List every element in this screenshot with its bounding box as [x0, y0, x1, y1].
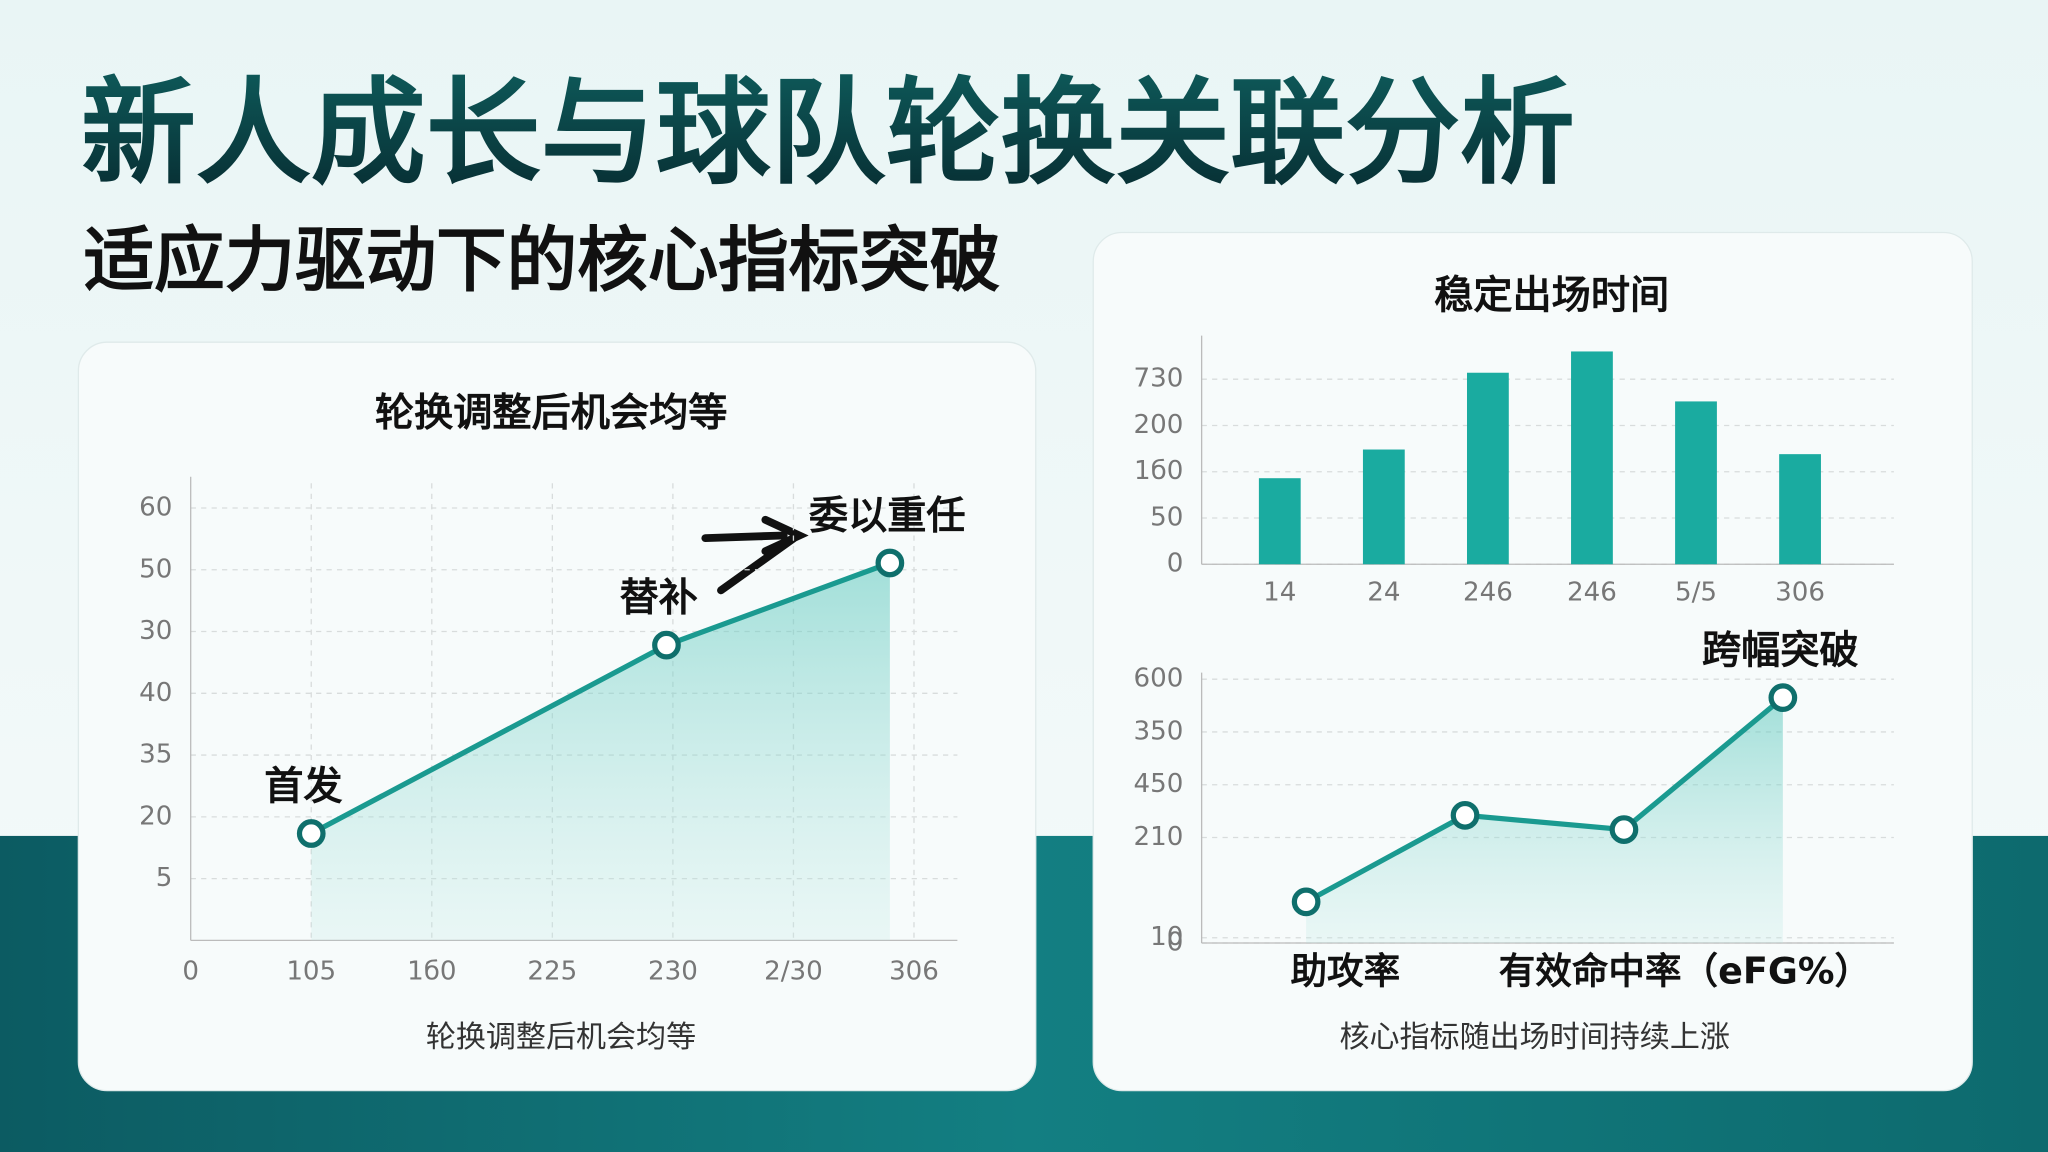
x-tick-label: 306: [1775, 577, 1825, 607]
x-tick-label: 0: [182, 956, 199, 986]
bar: [1362, 449, 1405, 565]
y-tick-label: 20: [139, 801, 172, 831]
y-tick-label: 30: [139, 616, 172, 646]
arrow-icon: [701, 515, 809, 595]
x-tick-label: 2/30: [764, 956, 823, 986]
main-title: 新人成长与球队轮换关联分析: [81, 66, 1575, 200]
bar: [1779, 454, 1821, 565]
point: [1609, 815, 1639, 844]
point: [875, 548, 905, 578]
bar: [1571, 351, 1613, 565]
chart-title: 核心指标随出场时间持续上涨: [1339, 1020, 1729, 1055]
area: [1306, 697, 1783, 944]
y-tick-label: 0: [1167, 928, 1184, 958]
y-tick-label: 40: [139, 678, 172, 708]
x-tick-label: 225: [527, 956, 577, 986]
point-label: 替补: [619, 576, 697, 621]
point: [1768, 683, 1798, 713]
x-tick-label: 230: [648, 956, 698, 986]
y-tick-label: 10: [1150, 922, 1183, 952]
y-tick-label: 350: [1134, 716, 1184, 746]
y-tick-label: 1б0: [1134, 456, 1183, 486]
bar: [1466, 372, 1509, 565]
area: [311, 562, 890, 941]
category-label: 助攻率: [1290, 950, 1400, 993]
x-tick-label: 1б0: [407, 956, 456, 986]
x-tick-label: 14: [1263, 577, 1296, 607]
y-tick-label: 50: [1150, 502, 1183, 532]
point: [1291, 887, 1321, 917]
bar: [1675, 401, 1717, 565]
y-tick-label: 600: [1134, 664, 1184, 694]
chart-title: 轮换调整后机会均等: [375, 391, 728, 436]
x-tick-label: 105: [286, 956, 336, 986]
y-tick-label: 60: [139, 492, 172, 522]
chart-title: 稳定出场时间: [1434, 273, 1669, 318]
point: [652, 630, 681, 660]
x-tick-label: 306: [889, 956, 939, 986]
point: [1450, 800, 1480, 830]
x-tick-label: 246: [1567, 577, 1617, 607]
y-tick-label: 450: [1134, 769, 1184, 799]
point: [296, 819, 326, 848]
bar: [1258, 478, 1301, 565]
x-tick-label: 5/5: [1675, 577, 1717, 607]
x-tick-label: 246: [1463, 577, 1513, 607]
y-tick-label: 5: [156, 863, 173, 893]
line: [1304, 695, 1785, 905]
y-tick-label: 210: [1134, 822, 1184, 852]
y-tick-label: 35: [139, 740, 172, 770]
subtitle: 适应力驱动下的核心指标突破: [84, 220, 1001, 302]
x-tick-label: 24: [1367, 577, 1400, 607]
point-label: 首发: [264, 765, 342, 810]
y-tick-label: 730: [1134, 364, 1184, 394]
y-tick-label: 0: [1167, 549, 1184, 579]
y-tick-label: 50: [139, 554, 172, 584]
x-axis-label: 轮换调整后机会均等: [426, 1020, 696, 1055]
category-label: 有效命中率（eFG%）: [1499, 950, 1871, 993]
y-tick-label: 200: [1134, 410, 1184, 440]
point-label: 跨幅突破: [1702, 629, 1859, 674]
point-label: 委以重任: [809, 494, 966, 539]
